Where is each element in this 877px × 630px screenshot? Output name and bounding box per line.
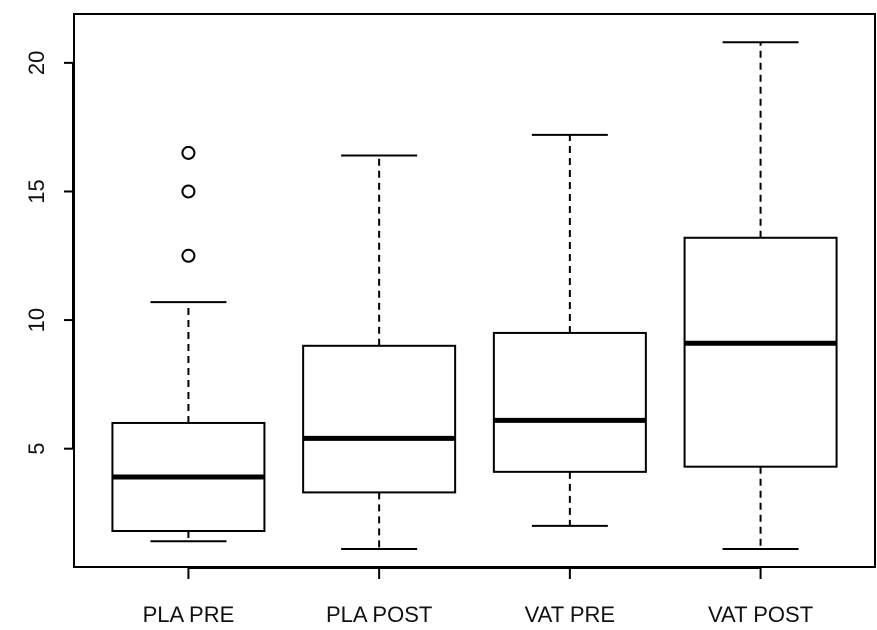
outlier-point xyxy=(181,248,196,263)
box-pla-post xyxy=(302,154,457,550)
y-tick-label: 10 xyxy=(24,308,49,332)
x-tick-label: VAT PRE xyxy=(525,602,615,627)
outlier-point xyxy=(181,145,196,160)
y-tick-label: 5 xyxy=(24,443,49,455)
box-pla-pre xyxy=(111,145,266,543)
iqr-box xyxy=(302,344,457,494)
x-tick-label: VAT POST xyxy=(708,602,813,627)
x-tick-label: PLA PRE xyxy=(143,602,235,627)
box-vat-post xyxy=(683,41,838,550)
box-series xyxy=(111,41,838,550)
x-axis: PLA PRE PLA POST VAT PRE VAT POST xyxy=(143,567,813,627)
y-tick-label: 20 xyxy=(24,51,49,75)
iqr-box xyxy=(683,236,838,468)
y-axis: 5 10 15 20 xyxy=(24,51,74,455)
box-vat-pre xyxy=(492,133,647,527)
y-tick-label: 15 xyxy=(24,179,49,203)
outlier-point xyxy=(181,184,196,199)
iqr-box xyxy=(492,331,647,473)
x-tick-label: PLA POST xyxy=(326,602,432,627)
